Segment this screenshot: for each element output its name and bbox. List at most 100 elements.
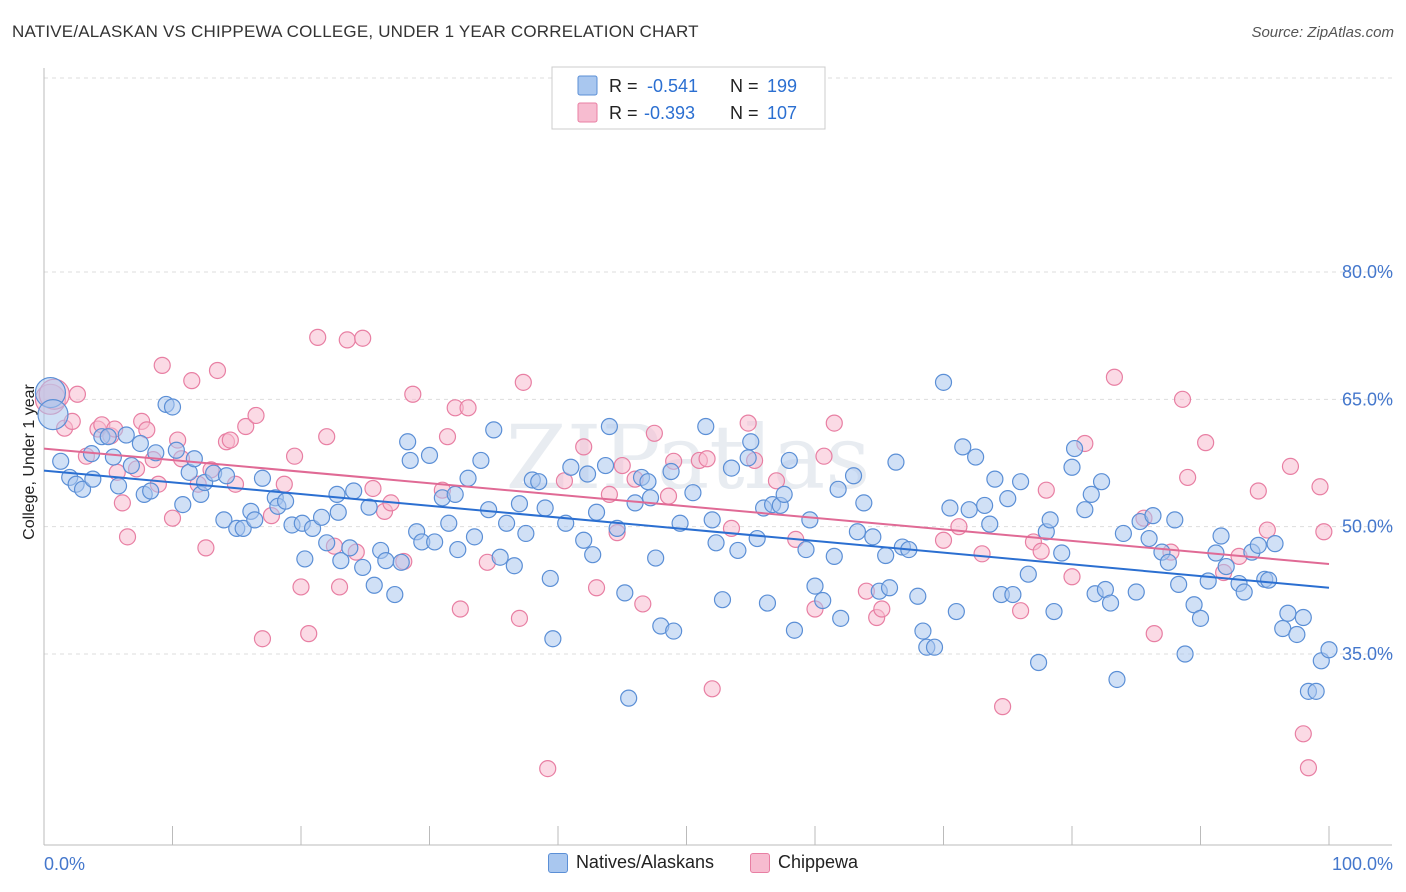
natives-point bbox=[472, 451, 490, 470]
natives-point bbox=[37, 399, 69, 431]
chippewa-point bbox=[354, 329, 372, 347]
legend-r-value-2: -0.393 bbox=[644, 103, 695, 123]
natives-point bbox=[620, 689, 638, 707]
chippewa-point bbox=[309, 328, 327, 346]
natives-point bbox=[864, 528, 882, 546]
tick-labels: 35.0% 50.0% 65.0% 80.0% 0.0% 100.0% bbox=[44, 262, 1393, 874]
chippewa-point bbox=[438, 428, 457, 446]
chippewa-point bbox=[163, 509, 182, 527]
y-axis-label: College, Under 1 year bbox=[21, 384, 38, 540]
chippewa-point bbox=[645, 424, 663, 442]
natives-point bbox=[1092, 473, 1111, 491]
natives-point bbox=[1127, 583, 1145, 601]
chippewa-point bbox=[825, 414, 843, 432]
natives-point bbox=[536, 499, 554, 517]
chippewa-point bbox=[221, 431, 239, 449]
legend-n-label-1: N = bbox=[730, 76, 759, 96]
natives-point bbox=[941, 499, 959, 517]
natives-point bbox=[1249, 536, 1267, 554]
natives-point bbox=[1004, 585, 1022, 604]
natives-point bbox=[785, 621, 804, 639]
chippewa-point bbox=[364, 479, 382, 498]
natives-point bbox=[505, 557, 523, 575]
y-tick-label: 50.0% bbox=[1342, 517, 1393, 537]
chippewa-point bbox=[934, 531, 953, 549]
natives-point bbox=[122, 456, 140, 475]
natives-point bbox=[1041, 511, 1059, 529]
natives-point bbox=[1063, 458, 1081, 476]
chippewa-point bbox=[1281, 457, 1300, 475]
chippewa-point bbox=[1249, 482, 1267, 500]
chippewa-point bbox=[1179, 468, 1197, 487]
natives-point bbox=[217, 467, 236, 485]
chippewa-point bbox=[1315, 523, 1333, 541]
natives-point bbox=[722, 459, 741, 477]
natives-point bbox=[587, 503, 606, 521]
chippewa-point bbox=[275, 475, 293, 493]
series-legend: Natives/Alaskans Chippewa bbox=[0, 852, 1406, 873]
gridlines bbox=[44, 77, 1392, 655]
natives-point bbox=[855, 494, 873, 512]
natives-point bbox=[485, 421, 503, 439]
natives-point bbox=[1144, 507, 1162, 525]
chippewa-point bbox=[994, 698, 1012, 716]
natives-point bbox=[925, 638, 944, 656]
natives-point bbox=[801, 511, 819, 529]
y-tick-label: 35.0% bbox=[1342, 644, 1393, 664]
chippewa-point bbox=[613, 456, 631, 475]
legend-swatch-natives bbox=[547, 852, 568, 873]
natives-point bbox=[947, 602, 965, 621]
natives-point bbox=[1170, 575, 1188, 593]
chippewa-point bbox=[1197, 434, 1215, 452]
natives-point bbox=[707, 534, 725, 552]
chippewa-point bbox=[514, 373, 532, 391]
natives-point bbox=[360, 498, 378, 516]
natives-point bbox=[517, 524, 535, 543]
natives-point bbox=[117, 426, 135, 444]
natives-point bbox=[1288, 625, 1306, 644]
y-tick-label: 65.0% bbox=[1342, 389, 1393, 409]
chippewa-point bbox=[338, 331, 356, 349]
natives-point bbox=[440, 514, 458, 532]
natives-point bbox=[1065, 439, 1084, 458]
natives-point bbox=[662, 462, 680, 481]
natives-point bbox=[1176, 645, 1194, 663]
natives-point bbox=[729, 541, 747, 560]
chippewa-point bbox=[1105, 368, 1124, 386]
natives-point bbox=[967, 448, 985, 466]
chippewa-point bbox=[587, 579, 606, 597]
natives-point bbox=[758, 594, 777, 612]
natives-point bbox=[365, 576, 383, 594]
natives-point bbox=[960, 501, 978, 519]
natives-point bbox=[541, 569, 559, 588]
natives-point bbox=[185, 450, 203, 468]
natives-point bbox=[1011, 473, 1030, 491]
natives-point bbox=[386, 585, 404, 604]
natives-point bbox=[608, 519, 626, 537]
chippewa-point bbox=[703, 680, 721, 698]
chippewa-point bbox=[459, 399, 477, 417]
natives-point bbox=[584, 546, 602, 564]
natives-point bbox=[647, 549, 665, 567]
legend-item-chippewa: Chippewa bbox=[750, 852, 858, 873]
natives-point bbox=[459, 469, 477, 487]
natives-point bbox=[510, 495, 529, 513]
natives-point bbox=[814, 591, 832, 610]
natives-point bbox=[887, 453, 905, 471]
legend-n-value-1: 199 bbox=[767, 76, 797, 96]
natives-point bbox=[109, 477, 128, 495]
natives-point bbox=[234, 519, 252, 537]
natives-point bbox=[1217, 557, 1235, 576]
chippewa-point bbox=[118, 528, 137, 546]
chippewa-points bbox=[34, 328, 1333, 778]
natives-point bbox=[296, 550, 314, 568]
chippewa-point bbox=[247, 406, 265, 425]
x-tick-label: 0.0% bbox=[44, 854, 85, 874]
natives-point bbox=[332, 552, 350, 570]
natives-point bbox=[1029, 653, 1048, 672]
natives-point bbox=[684, 484, 702, 502]
natives-point bbox=[276, 492, 295, 510]
chippewa-point bbox=[208, 361, 227, 380]
chippewa-point bbox=[68, 385, 87, 403]
natives-point bbox=[1101, 594, 1120, 612]
